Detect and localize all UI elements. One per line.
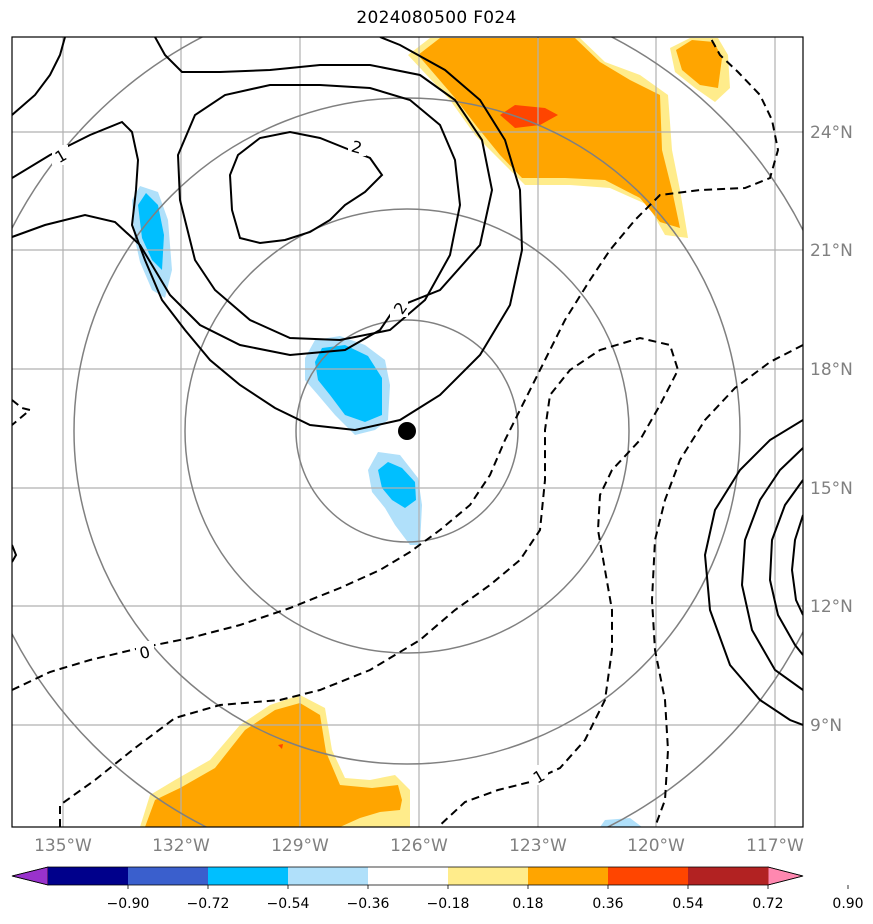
negative-anomaly-blue [378, 462, 416, 508]
longitude-tick-label: 132°W [152, 836, 210, 856]
positive-anomaly-orange [418, 38, 680, 228]
colorbar-tick-label: −0.90 [107, 896, 150, 912]
contour-line [740, 447, 803, 691]
longitude-tick-label: 117°W [746, 836, 804, 856]
contour-line [790, 514, 803, 616]
colorbar-segment [528, 867, 609, 885]
colorbar-segment [448, 867, 529, 885]
colorbar-tick-label: 0.18 [512, 896, 543, 912]
longitude-labels: 135°W 132°W 129°W 126°W 123°W 120°W 117°W [34, 836, 804, 856]
colorbar-segment [288, 867, 369, 885]
latitude-tick-label: 24°N [810, 123, 853, 143]
colorbar-extend-high [767, 866, 804, 886]
colorbar-segment [368, 867, 449, 885]
longitude-tick-label: 120°W [627, 836, 685, 856]
colorbar-segment [608, 867, 689, 885]
range-rings [12, 37, 803, 827]
colorbar-segment [688, 867, 769, 885]
negative-anomaly-blue [315, 345, 382, 422]
latitude-tick-label: 9°N [810, 716, 842, 736]
longitude-tick-label: 135°W [34, 836, 92, 856]
contour-layer [12, 37, 803, 726]
positive-anomaly-orange [145, 703, 402, 827]
map-frame [11, 36, 804, 828]
colorbar-outline [11, 866, 804, 886]
colorbar-tick-label: −0.72 [187, 896, 230, 912]
colorbar-tick-label: 0.72 [752, 896, 783, 912]
latitude-tick-label: 18°N [810, 360, 853, 380]
contour-line [12, 37, 66, 116]
positive-anomaly-red [500, 105, 558, 128]
contour-line [12, 37, 494, 357]
colorbar-extend-low [11, 866, 49, 886]
dashed-contour-layer [12, 37, 803, 827]
latitude-labels: 24°N 21°N 18°N 15°N 12°N 9°N [810, 123, 853, 736]
longitude-tick-label: 126°W [390, 836, 448, 856]
colorbar-tick-label: 0.90 [832, 896, 863, 912]
latitude-tick-label: 21°N [810, 241, 853, 261]
range-ring [295, 319, 519, 543]
contour-label: 2 [349, 137, 364, 158]
colorbar-tick-label: −0.54 [267, 896, 310, 912]
colorbar-segment [128, 867, 209, 885]
contour-line [176, 84, 462, 342]
map-title: 2024080500 F024 [356, 8, 517, 28]
contour-line [228, 130, 384, 245]
contour-line [703, 419, 803, 726]
range-ring [73, 97, 741, 765]
positive-anomaly-orange [676, 40, 722, 88]
colorbar-tick-label: 0.36 [592, 896, 623, 912]
negative-anomaly-blue [138, 193, 164, 270]
colorbar: −0.90 −0.72 −0.54 −0.36 −0.18 0.18 0.36 0.54 0.7… [11, 866, 864, 912]
dashed-contour-line [12, 37, 780, 691]
dashed-contour-line [12, 399, 33, 426]
contour-line [12, 544, 18, 563]
dashed-contour-line [650, 344, 803, 827]
colorbar-tick-label: −0.36 [347, 896, 390, 912]
negative-anomaly-light [600, 818, 642, 827]
positive-anomaly-red [278, 744, 283, 749]
colorbar-tick-label: 0.54 [672, 896, 703, 912]
latitude-tick-label: 15°N [810, 479, 853, 499]
shading-layer [132, 38, 730, 827]
dashed-contour-line [59, 336, 680, 827]
latitude-tick-label: 12°N [810, 597, 853, 617]
range-ring [12, 37, 803, 827]
contour-line [12, 37, 524, 432]
longitude-tick-label: 123°W [509, 836, 567, 856]
contour-label-group: 1 2 2 0 1 [52, 136, 548, 788]
storm-center-marker [398, 422, 416, 440]
colorbar-tick-label: −0.18 [427, 896, 470, 912]
range-ring [184, 208, 630, 654]
colorbar-segment [208, 867, 289, 885]
contour-label: 0 [137, 642, 152, 663]
colorbar-segment [48, 867, 129, 885]
contour-line [768, 479, 803, 656]
longitude-tick-label: 129°W [271, 836, 329, 856]
